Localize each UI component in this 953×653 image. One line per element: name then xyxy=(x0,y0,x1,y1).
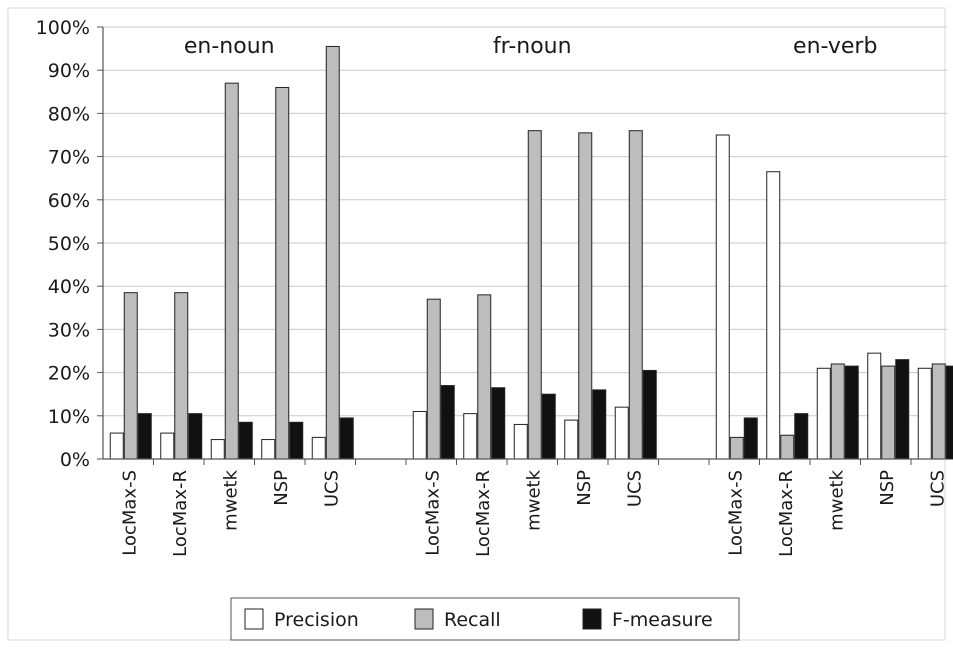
bar-precision xyxy=(109,432,124,460)
bar-f-measure xyxy=(339,417,354,460)
bar-f-measure xyxy=(440,385,455,460)
bar-f-measure xyxy=(642,369,657,460)
bar-precision xyxy=(261,439,276,460)
bar-f-measure xyxy=(844,365,859,460)
bar-recall xyxy=(174,292,189,460)
y-tick-label: 50% xyxy=(48,233,90,255)
bar-f-measure xyxy=(541,393,556,460)
x-tick-label: LocMax-R xyxy=(776,470,797,557)
legend-swatch xyxy=(582,608,602,630)
bar-f-measure xyxy=(743,417,758,460)
bar-f-measure xyxy=(945,365,953,460)
x-tick-label: UCS xyxy=(927,470,948,507)
bar-f-measure xyxy=(238,421,253,460)
x-tick-label: UCS xyxy=(321,470,342,507)
y-tick-label: 20% xyxy=(48,363,90,385)
legend-box xyxy=(230,597,740,641)
bar-precision xyxy=(311,436,326,460)
bar-recall xyxy=(931,363,946,460)
group-label: en-verb xyxy=(793,34,877,59)
x-tick-label: LocMax-S xyxy=(422,470,443,556)
y-tick-label: 30% xyxy=(48,319,90,341)
bar-precision xyxy=(867,352,882,460)
legend-label: Precision xyxy=(274,609,359,631)
group-label: en-noun xyxy=(184,34,275,59)
bar-precision xyxy=(463,413,478,460)
bar-precision xyxy=(766,171,781,460)
legend-swatch xyxy=(414,608,434,630)
bar-f-measure xyxy=(137,413,152,460)
bar-precision xyxy=(917,367,932,460)
bar-recall xyxy=(325,45,340,460)
bar-recall xyxy=(881,365,896,460)
y-tick-label: 70% xyxy=(48,147,90,169)
bar-precision xyxy=(412,410,427,460)
x-tick-label: NSP xyxy=(574,470,595,506)
bar-precision xyxy=(160,432,175,460)
bar-recall xyxy=(527,130,542,460)
y-tick-label: 90% xyxy=(48,60,90,82)
x-tick-label: LocMax-R xyxy=(170,470,191,557)
x-tick-label: mwetk xyxy=(220,469,241,530)
bar-f-measure xyxy=(289,421,304,460)
x-tick-label: LocMax-S xyxy=(725,470,746,556)
bar-recall xyxy=(224,82,239,460)
bar-f-measure xyxy=(794,413,809,460)
bar-f-measure xyxy=(491,387,506,460)
x-tick-label: LocMax-S xyxy=(119,470,140,556)
bar-recall xyxy=(830,363,845,460)
bar-f-measure xyxy=(188,413,203,460)
bar-recall xyxy=(578,132,593,460)
bar-f-measure xyxy=(592,389,607,460)
bar-precision xyxy=(614,406,629,460)
bar-precision xyxy=(513,423,528,460)
x-tick-label: NSP xyxy=(271,470,292,506)
bar-recall xyxy=(729,436,744,460)
group-label: fr-noun xyxy=(493,34,572,59)
bar-recall xyxy=(780,434,795,460)
bar-recall xyxy=(628,130,643,460)
y-tick-label: 80% xyxy=(48,103,90,125)
bar-precision xyxy=(564,419,579,460)
y-tick-label: 100% xyxy=(36,17,90,39)
x-tick-label: mwetk xyxy=(523,469,544,530)
y-tick-label: 60% xyxy=(48,190,90,212)
bar-recall xyxy=(477,294,492,460)
bar-f-measure xyxy=(895,359,910,460)
bar-recall xyxy=(123,292,138,460)
legend-swatch xyxy=(244,608,264,630)
x-tick-label: LocMax-R xyxy=(473,470,494,557)
x-tick-label: NSP xyxy=(877,470,898,506)
bar-recall xyxy=(275,86,290,460)
bar-precision xyxy=(715,134,730,460)
bar-precision xyxy=(816,367,831,460)
x-tick-label: mwetk xyxy=(826,469,847,530)
bar-recall xyxy=(426,298,441,460)
x-tick-label: UCS xyxy=(624,470,645,507)
y-tick-label: 40% xyxy=(48,276,90,298)
bar-precision xyxy=(210,439,225,460)
y-tick-label: 0% xyxy=(60,449,90,471)
legend-label: Recall xyxy=(444,609,501,631)
legend-label: F-measure xyxy=(612,609,713,631)
y-tick-label: 10% xyxy=(48,406,90,428)
